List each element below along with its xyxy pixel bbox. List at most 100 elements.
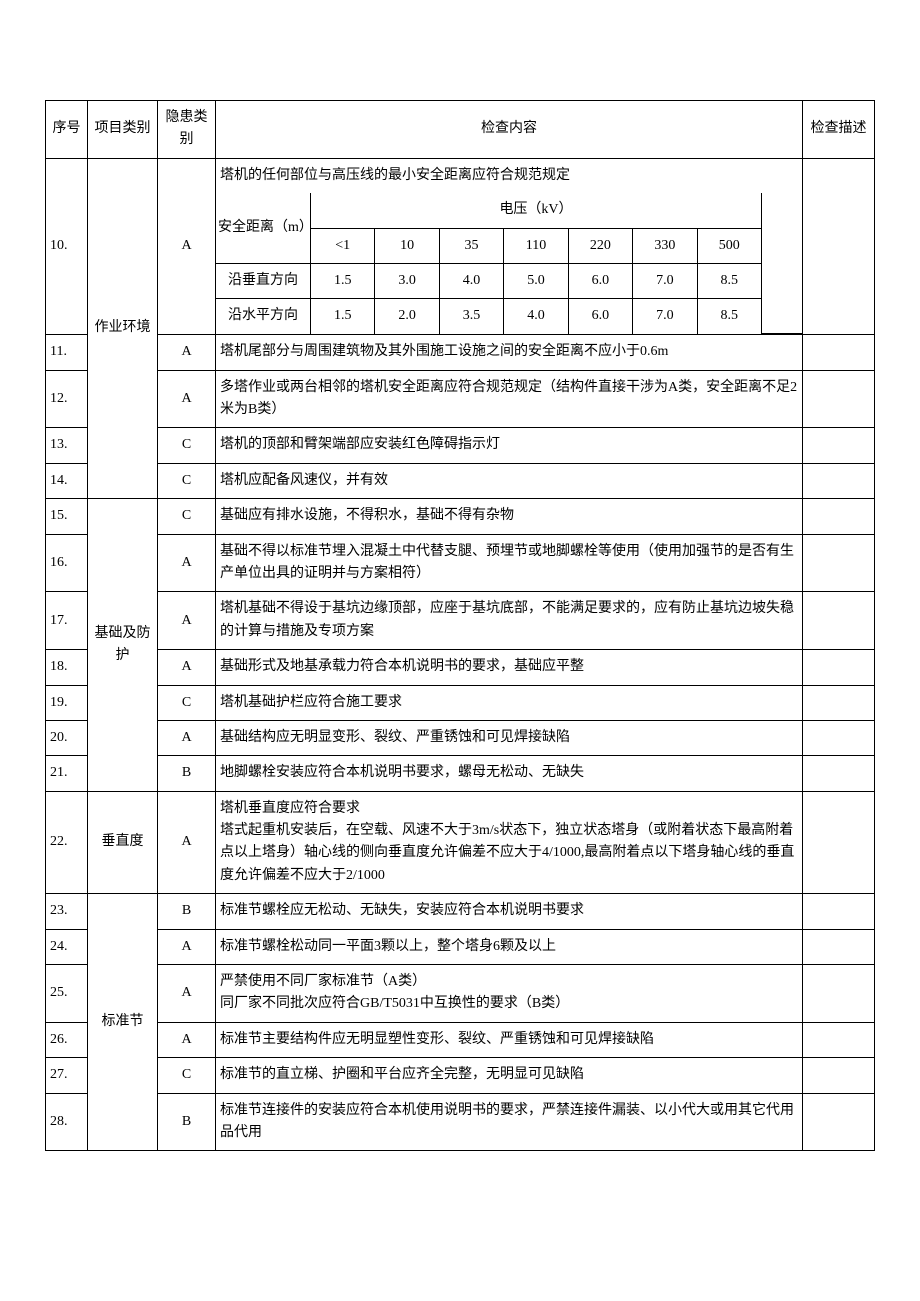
header-seq: 序号	[46, 101, 88, 159]
voltage-col: 500	[697, 228, 761, 263]
table-row: 17.A塔机基础不得设于基坑边缘顶部，应座于基坑底部，不能满足要求的，应有防止基…	[46, 592, 875, 650]
cell-seq: 18.	[46, 650, 88, 685]
cell-seq: 15.	[46, 499, 88, 534]
cell-content: 塔机的顶部和臂架端部应安装红色障碍指示灯	[216, 428, 803, 463]
vertical-val: 5.0	[504, 263, 568, 298]
cell-content: 塔机尾部分与周围建筑物及其外围施工设施之间的安全距离不应小于0.6m	[216, 335, 803, 370]
cell-category: 标准节	[88, 894, 158, 1151]
voltage-col: 35	[439, 228, 503, 263]
cell-content: 标准节的直立梯、护圈和平台应齐全完整，无明显可见缺陷	[216, 1058, 803, 1093]
cell-seq: 10.	[46, 158, 88, 334]
cell-content: 塔机基础不得设于基坑边缘顶部，应座于基坑底部，不能满足要求的，应有防止基坑边坡失…	[216, 592, 803, 650]
table-row: 23.标准节B标准节螺栓应无松动、无缺失，安装应符合本机说明书要求	[46, 894, 875, 929]
cell-seq: 26.	[46, 1022, 88, 1057]
header-category: 项目类别	[88, 101, 158, 159]
cell-level: A	[158, 158, 216, 334]
cell-seq: 20.	[46, 720, 88, 755]
cell-desc	[803, 499, 875, 534]
table-row: 10.作业环境A塔机的任何部位与高压线的最小安全距离应符合规范规定安全距离（m）…	[46, 158, 875, 334]
table-row: 13. C塔机的顶部和臂架端部应安装红色障碍指示灯	[46, 428, 875, 463]
voltage-title: 塔机的任何部位与高压线的最小安全距离应符合规范规定	[216, 159, 802, 193]
vertical-val: 1.5	[311, 263, 375, 298]
cell-level: C	[158, 1058, 216, 1093]
cell-level: B	[158, 894, 216, 929]
cell-level: A	[158, 592, 216, 650]
cell-desc	[803, 592, 875, 650]
vertical-val: 7.0	[633, 263, 697, 298]
cell-level: C	[158, 463, 216, 498]
table-row: 20. A基础结构应无明显变形、裂纹、严重锈蚀和可见焊接缺陷	[46, 720, 875, 755]
cell-content: 塔机基础护栏应符合施工要求	[216, 685, 803, 720]
cell-desc	[803, 929, 875, 964]
table-row: 25.A严禁使用不同厂家标准节（A类）同厂家不同批次应符合GB/T5031中互换…	[46, 965, 875, 1023]
cell-category: 基础及防护	[88, 499, 158, 792]
cell-seq: 14.	[46, 463, 88, 498]
horizontal-val: 3.5	[439, 299, 503, 334]
cell-content: 标准节连接件的安装应符合本机使用说明书的要求，严禁连接件漏装、以小代大或用其它代…	[216, 1093, 803, 1151]
vertical-val: 3.0	[375, 263, 439, 298]
voltage-col: 330	[633, 228, 697, 263]
cell-desc	[803, 894, 875, 929]
cell-seq: 19.	[46, 685, 88, 720]
cell-level: A	[158, 650, 216, 685]
cell-level: A	[158, 370, 216, 428]
vertical-val: 8.5	[697, 263, 761, 298]
cell-seq: 12.	[46, 370, 88, 428]
cell-desc	[803, 965, 875, 1023]
horizontal-val: 4.0	[504, 299, 568, 334]
table-row: 14.C塔机应配备风速仪，并有效	[46, 463, 875, 498]
cell-content: 标准节螺栓应无松动、无缺失，安装应符合本机说明书要求	[216, 894, 803, 929]
vertical-label: 沿垂直方向	[216, 263, 311, 298]
cell-desc	[803, 158, 875, 334]
cell-desc	[803, 756, 875, 791]
cell-desc	[803, 370, 875, 428]
cell-desc	[803, 428, 875, 463]
table-row: 18. A基础形式及地基承载力符合本机说明书的要求，基础应平整	[46, 650, 875, 685]
cell-category: 作业环境	[88, 158, 158, 498]
cell-desc	[803, 534, 875, 592]
cell-seq: 28.	[46, 1093, 88, 1151]
cell-level: B	[158, 756, 216, 791]
cell-category: 垂直度	[88, 791, 158, 894]
voltage-col: <1	[311, 228, 375, 263]
table-row: 16.A基础不得以标准节埋入混凝土中代替支腿、预埋节或地脚螺栓等使用（使用加强节…	[46, 534, 875, 592]
horizontal-val: 7.0	[633, 299, 697, 334]
cell-content: 严禁使用不同厂家标准节（A类）同厂家不同批次应符合GB/T5031中互换性的要求…	[216, 965, 803, 1023]
cell-desc	[803, 720, 875, 755]
cell-desc	[803, 1093, 875, 1151]
cell-content: 基础结构应无明显变形、裂纹、严重锈蚀和可见焊接缺陷	[216, 720, 803, 755]
table-row: 19. C塔机基础护栏应符合施工要求	[46, 685, 875, 720]
cell-seq: 23.	[46, 894, 88, 929]
horizontal-val: 1.5	[311, 299, 375, 334]
cell-seq: 21.	[46, 756, 88, 791]
header-content: 检查内容	[216, 101, 803, 159]
table-row: 26. A标准节主要结构件应无明显塑性变形、裂纹、严重锈蚀和可见焊接缺陷	[46, 1022, 875, 1057]
table-row: 27.C标准节的直立梯、护圈和平台应齐全完整，无明显可见缺陷	[46, 1058, 875, 1093]
cell-content: 基础形式及地基承载力符合本机说明书的要求，基础应平整	[216, 650, 803, 685]
cell-seq: 25.	[46, 965, 88, 1023]
voltage-table: 安全距离（m）电压（kV） <11035110220330500沿垂直方向1.5…	[216, 193, 802, 334]
cell-level: A	[158, 791, 216, 894]
cell-desc	[803, 791, 875, 894]
horizontal-val: 2.0	[375, 299, 439, 334]
header-row: 序号项目类别隐患类别检查内容检查描述	[46, 101, 875, 159]
cell-content: 基础不得以标准节埋入混凝土中代替支腿、预埋节或地脚螺栓等使用（使用加强节的是否有…	[216, 534, 803, 592]
table-row: 12.A多塔作业或两台相邻的塔机安全距离应符合规范规定（结构件直接干涉为A类，安…	[46, 370, 875, 428]
cell-desc	[803, 463, 875, 498]
cell-level: C	[158, 499, 216, 534]
table-row: 21. B地脚螺栓安装应符合本机说明书要求，螺母无松动、无缺失	[46, 756, 875, 791]
table-row: 11. A塔机尾部分与周围建筑物及其外围施工设施之间的安全距离不应小于0.6m	[46, 335, 875, 370]
table-row: 24.A标准节螺栓松动同一平面3颗以上，整个塔身6颗及以上	[46, 929, 875, 964]
cell-content: 标准节主要结构件应无明显塑性变形、裂纹、严重锈蚀和可见焊接缺陷	[216, 1022, 803, 1057]
cell-level: A	[158, 1022, 216, 1057]
table-body: 序号项目类别隐患类别检查内容检查描述10.作业环境A塔机的任何部位与高压线的最小…	[46, 101, 875, 1151]
cell-level: A	[158, 335, 216, 370]
cell-seq: 13.	[46, 428, 88, 463]
vertical-val: 6.0	[568, 263, 632, 298]
cell-level: C	[158, 428, 216, 463]
cell-content: 地脚螺栓安装应符合本机说明书要求，螺母无松动、无缺失	[216, 756, 803, 791]
cell-level: A	[158, 720, 216, 755]
cell-level: C	[158, 685, 216, 720]
voltage-col: 110	[504, 228, 568, 263]
cell-seq: 11.	[46, 335, 88, 370]
